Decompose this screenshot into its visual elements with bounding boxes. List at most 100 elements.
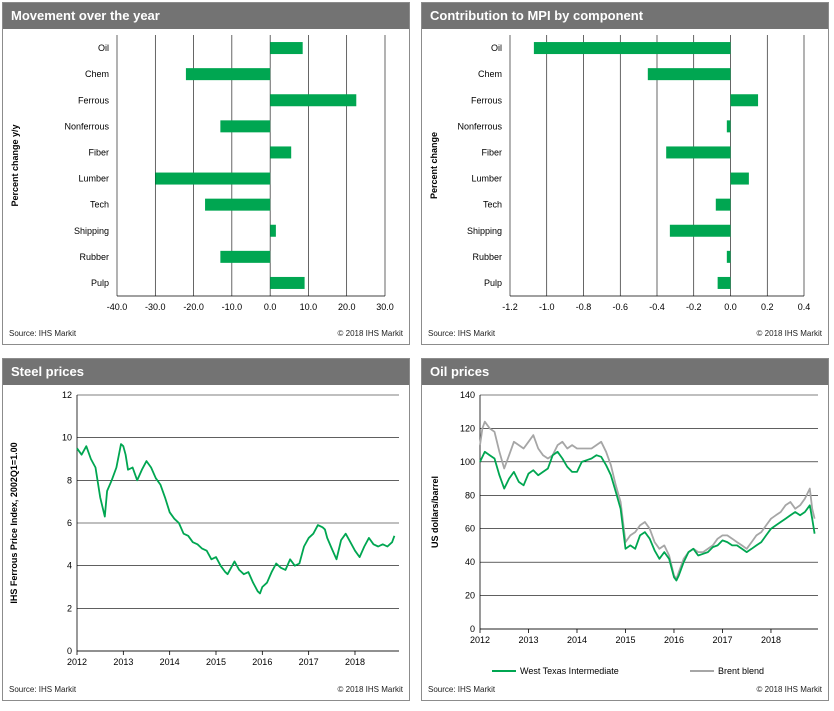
category-label: Fiber xyxy=(88,147,109,157)
category-label: Fiber xyxy=(481,147,502,157)
source-label: Source: IHS Markit xyxy=(428,329,496,338)
x-tick-label: 2013 xyxy=(518,635,538,645)
legend-label-wti: West Texas Intermediate xyxy=(520,666,619,676)
y-tick-label: 140 xyxy=(460,390,475,400)
x-tick-label: -0.4 xyxy=(649,302,665,312)
line-chart-steel: 0 2 4 6 8 10 12 2012 2013 2014 2015 2016 2017 2018 IHS… xyxy=(9,390,399,667)
x-tick-label: 0.0 xyxy=(724,302,737,312)
source-label: Source: IHS Markit xyxy=(428,685,496,694)
x-tick-label: 2014 xyxy=(160,657,180,667)
x-tick-label: 2018 xyxy=(345,657,365,667)
x-tick-label: 10.0 xyxy=(300,302,318,312)
y-tick-label: 100 xyxy=(460,457,475,467)
copyright-label: © 2018 IHS Markit xyxy=(756,685,822,694)
panel-steel-prices: Steel prices 0 2 4 6 8 10 12 2012 2013 2014 2015 20… xyxy=(2,358,410,701)
bar xyxy=(205,198,271,211)
bar xyxy=(730,172,749,185)
bar xyxy=(220,120,271,133)
x-tick-label: -0.8 xyxy=(576,302,592,312)
copyright-label: © 2018 IHS Markit xyxy=(337,329,403,338)
x-tick-label: 2016 xyxy=(252,657,272,667)
x-tick-label: 2018 xyxy=(761,635,781,645)
y-tick-label: 6 xyxy=(67,518,72,528)
bar xyxy=(717,276,731,289)
x-tick-label: 2013 xyxy=(113,657,133,667)
category-label: Oil xyxy=(491,43,502,53)
category-label: Tech xyxy=(90,200,109,210)
bar xyxy=(270,42,303,55)
bar-chart-movement: -40.0 -30.0 -20.0 -10.0 0.0 10.0 20.0 30.0 Oil Ch… xyxy=(10,35,394,312)
category-label: Chem xyxy=(85,69,109,79)
category-label: Nonferrous xyxy=(457,121,502,131)
bar xyxy=(185,68,271,81)
panel-title: Steel prices xyxy=(3,359,409,385)
x-tick-label: 2017 xyxy=(299,657,319,667)
bar xyxy=(220,250,271,263)
y-axis-title: Percent change xyxy=(429,132,439,199)
x-tick-label: 2016 xyxy=(664,635,684,645)
x-tick-label: 0.0 xyxy=(264,302,277,312)
x-tick-label: -40.0 xyxy=(107,302,128,312)
y-tick-label: 0 xyxy=(67,646,72,656)
bar xyxy=(726,120,731,133)
x-tick-label: 0.4 xyxy=(798,302,811,312)
x-tick-label: 0.2 xyxy=(761,302,774,312)
x-tick-label: -30.0 xyxy=(145,302,166,312)
panel-title: Oil prices xyxy=(422,359,828,385)
x-tick-label: 2015 xyxy=(615,635,635,645)
x-tick-label: -0.2 xyxy=(686,302,702,312)
x-tick-label: 2012 xyxy=(67,657,87,667)
y-tick-label: 20 xyxy=(465,591,475,601)
panel-footer: Source: IHS Markit © 2018 IHS Markit xyxy=(428,685,822,697)
category-label: Shipping xyxy=(467,226,502,236)
y-tick-label: 40 xyxy=(465,557,475,567)
bar xyxy=(647,68,731,81)
x-tick-label: 20.0 xyxy=(338,302,356,312)
y-tick-label: 80 xyxy=(465,490,475,500)
source-label: Source: IHS Markit xyxy=(9,329,77,338)
x-tick-label: 2014 xyxy=(567,635,587,645)
panel-footer: Source: IHS Markit © 2018 IHS Markit xyxy=(9,685,403,697)
bar xyxy=(730,94,759,107)
category-label: Rubber xyxy=(79,252,109,262)
panel-footer: Source: IHS Markit © 2018 IHS Markit xyxy=(428,329,822,341)
y-tick-label: 8 xyxy=(67,475,72,485)
series-line xyxy=(76,443,396,595)
bar xyxy=(270,146,292,159)
y-tick-label: 0 xyxy=(470,624,475,634)
panel-title: Contribution to MPI by component xyxy=(422,3,828,29)
y-tick-label: 12 xyxy=(62,390,72,400)
y-axis-title: Percent change y/y xyxy=(10,124,20,206)
y-tick-label: 60 xyxy=(465,524,475,534)
category-label: Chem xyxy=(478,69,502,79)
panel-footer: Source: IHS Markit © 2018 IHS Markit xyxy=(9,329,403,341)
category-label: Ferrous xyxy=(78,95,110,105)
x-tick-label: -1.2 xyxy=(502,302,518,312)
line-chart-oil: 0 20 40 60 80 100 120 140 2012 2013 2014 2015 2016 20… xyxy=(430,390,818,676)
panel-contribution: Contribution to MPI by component -1.2 -1.… xyxy=(421,2,829,345)
x-tick-label: 30.0 xyxy=(376,302,394,312)
copyright-label: © 2018 IHS Markit xyxy=(337,685,403,694)
x-tick-label: -1.0 xyxy=(539,302,555,312)
category-label: Tech xyxy=(483,200,502,210)
legend-label-brent: Brent blend xyxy=(718,666,764,676)
x-tick-label: -10.0 xyxy=(222,302,243,312)
y-axis-title: IHS Ferrous Price Index, 2002Q1=1.00 xyxy=(9,442,19,603)
x-tick-label: 2017 xyxy=(712,635,732,645)
category-label: Ferrous xyxy=(471,95,503,105)
y-axis-title: US dollars/barrel xyxy=(430,476,440,548)
x-tick-label: -0.6 xyxy=(612,302,628,312)
panel-oil-prices: Oil prices 0 20 40 60 80 100 120 140 2012 2013 201… xyxy=(421,358,829,701)
panel-title: Movement over the year xyxy=(3,3,409,29)
bar-chart-contribution: -1.2 -1.0 -0.8 -0.6 -0.4 -0.2 0.0 0.2 0.4 Oil Chem… xyxy=(429,35,811,312)
x-tick-label: -20.0 xyxy=(183,302,204,312)
panel-movement: Movement over the year -40.0 -30.0 -20.0 -1… xyxy=(2,2,410,345)
bar xyxy=(715,198,731,211)
source-label: Source: IHS Markit xyxy=(9,685,77,694)
y-tick-label: 4 xyxy=(67,561,72,571)
y-tick-label: 120 xyxy=(460,423,475,433)
x-tick-label: 2012 xyxy=(470,635,490,645)
bar xyxy=(666,146,731,159)
bar xyxy=(533,42,731,55)
bar xyxy=(270,94,357,107)
